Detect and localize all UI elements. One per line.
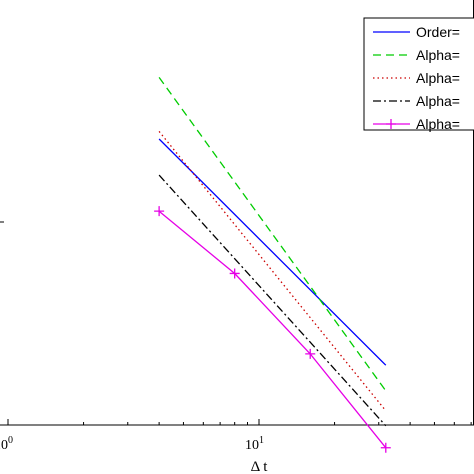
series-line-1 bbox=[158, 138, 387, 366]
legend: Order= Alpha= Alpha= Alpha= Alpha= bbox=[363, 17, 474, 132]
series-5-marker bbox=[229, 268, 240, 279]
legend-label-1: Order= bbox=[416, 24, 460, 40]
legend-label-4: Alpha= bbox=[416, 93, 460, 109]
series-line-3 bbox=[158, 130, 387, 412]
legend-box bbox=[363, 17, 474, 131]
legend-label-3: Alpha= bbox=[416, 70, 460, 86]
legend-label-2: Alpha= bbox=[416, 47, 460, 63]
series-line-5 bbox=[158, 210, 387, 449]
series-5-marker bbox=[380, 442, 391, 453]
legend-marker-5 bbox=[386, 119, 396, 129]
x-tick-label: 101 bbox=[245, 435, 264, 453]
series-5-marker bbox=[154, 206, 165, 217]
x-axis-label: Δ t bbox=[251, 459, 269, 474]
x-tick-label: 100 bbox=[0, 435, 13, 453]
legend-label-5: Alpha= bbox=[416, 116, 460, 132]
series-layer bbox=[154, 77, 391, 453]
series-5-marker bbox=[305, 348, 316, 359]
